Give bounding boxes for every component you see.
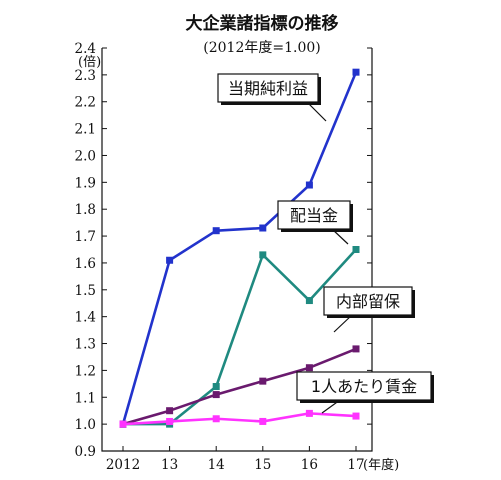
y-tick-label: 1.0 bbox=[75, 417, 96, 433]
y-tick-label: 1.1 bbox=[75, 390, 96, 406]
data-point bbox=[119, 420, 127, 428]
x-tick-label: 16 bbox=[301, 457, 318, 473]
y-tick-label: 1.2 bbox=[75, 363, 96, 379]
data-point bbox=[212, 415, 220, 423]
y-tick-label: 1.7 bbox=[75, 229, 96, 245]
chart-title: 大企業諸指標の推移 bbox=[186, 13, 339, 34]
callout-leader bbox=[306, 101, 327, 122]
chart-subtitle: (2012年度=1.00) bbox=[203, 40, 320, 56]
x-tick-label: 13 bbox=[161, 457, 178, 473]
plot-area: 0.9 1.0 1.1 1.2 1.3 1.4 1.5 1.6 1.7 1.8 1.9 2.0 2.1 2… bbox=[75, 41, 434, 473]
y-tick-label: 1.5 bbox=[75, 283, 96, 299]
x-tick-label: 14 bbox=[208, 457, 225, 473]
data-point bbox=[259, 251, 267, 259]
x-axis-unit: (年度) bbox=[363, 457, 399, 473]
callout-box bbox=[323, 286, 413, 316]
data-point bbox=[305, 297, 313, 305]
y-axis-unit: (倍) bbox=[78, 55, 101, 70]
data-point bbox=[352, 345, 360, 353]
series-label: 当期純利益 bbox=[228, 79, 308, 98]
series-label: 配当金 bbox=[290, 206, 338, 225]
x-tick-label: 15 bbox=[254, 457, 271, 473]
data-point bbox=[212, 391, 220, 399]
series-line bbox=[122, 347, 357, 426]
data-point bbox=[166, 407, 174, 415]
data-point bbox=[352, 68, 360, 76]
data-point bbox=[259, 377, 267, 385]
series-line bbox=[121, 71, 358, 425]
y-tick-label: 1.3 bbox=[75, 337, 96, 353]
y-tick-label: 2.3 bbox=[75, 68, 96, 84]
y-tick-label: 2.1 bbox=[75, 122, 96, 138]
callout-box bbox=[277, 200, 351, 230]
data-point bbox=[305, 364, 313, 372]
data-point bbox=[259, 224, 267, 232]
data-point bbox=[352, 412, 360, 420]
data-point bbox=[305, 409, 313, 417]
y-tick-label: 2.2 bbox=[75, 95, 96, 111]
data-point bbox=[259, 417, 267, 425]
data-point bbox=[166, 417, 174, 425]
y-tick-label: 2.0 bbox=[75, 148, 96, 164]
callout-box bbox=[296, 371, 432, 401]
x-tick-label: 2012 bbox=[106, 457, 140, 473]
x-tick-label: 17 bbox=[347, 457, 364, 473]
callout-box bbox=[217, 73, 319, 103]
series-label: 内部留保 bbox=[336, 292, 400, 311]
y-tick-label: 1.4 bbox=[75, 310, 96, 326]
y-tick-label: 1.8 bbox=[75, 202, 96, 218]
data-point bbox=[212, 383, 220, 391]
y-tick-label: 2.4 bbox=[75, 41, 96, 57]
y-tick-label: 1.6 bbox=[75, 256, 96, 272]
data-point bbox=[305, 181, 313, 189]
y-tick-label: 1.9 bbox=[75, 175, 96, 191]
data-point bbox=[352, 246, 360, 253]
series-line bbox=[122, 412, 357, 426]
axis-frame bbox=[101, 48, 373, 452]
series-line bbox=[123, 248, 357, 426]
series-label: 1人あたり賃金 bbox=[311, 377, 417, 396]
y-tick-label: 0.9 bbox=[75, 444, 96, 460]
data-point bbox=[212, 227, 220, 235]
data-point bbox=[166, 256, 174, 264]
